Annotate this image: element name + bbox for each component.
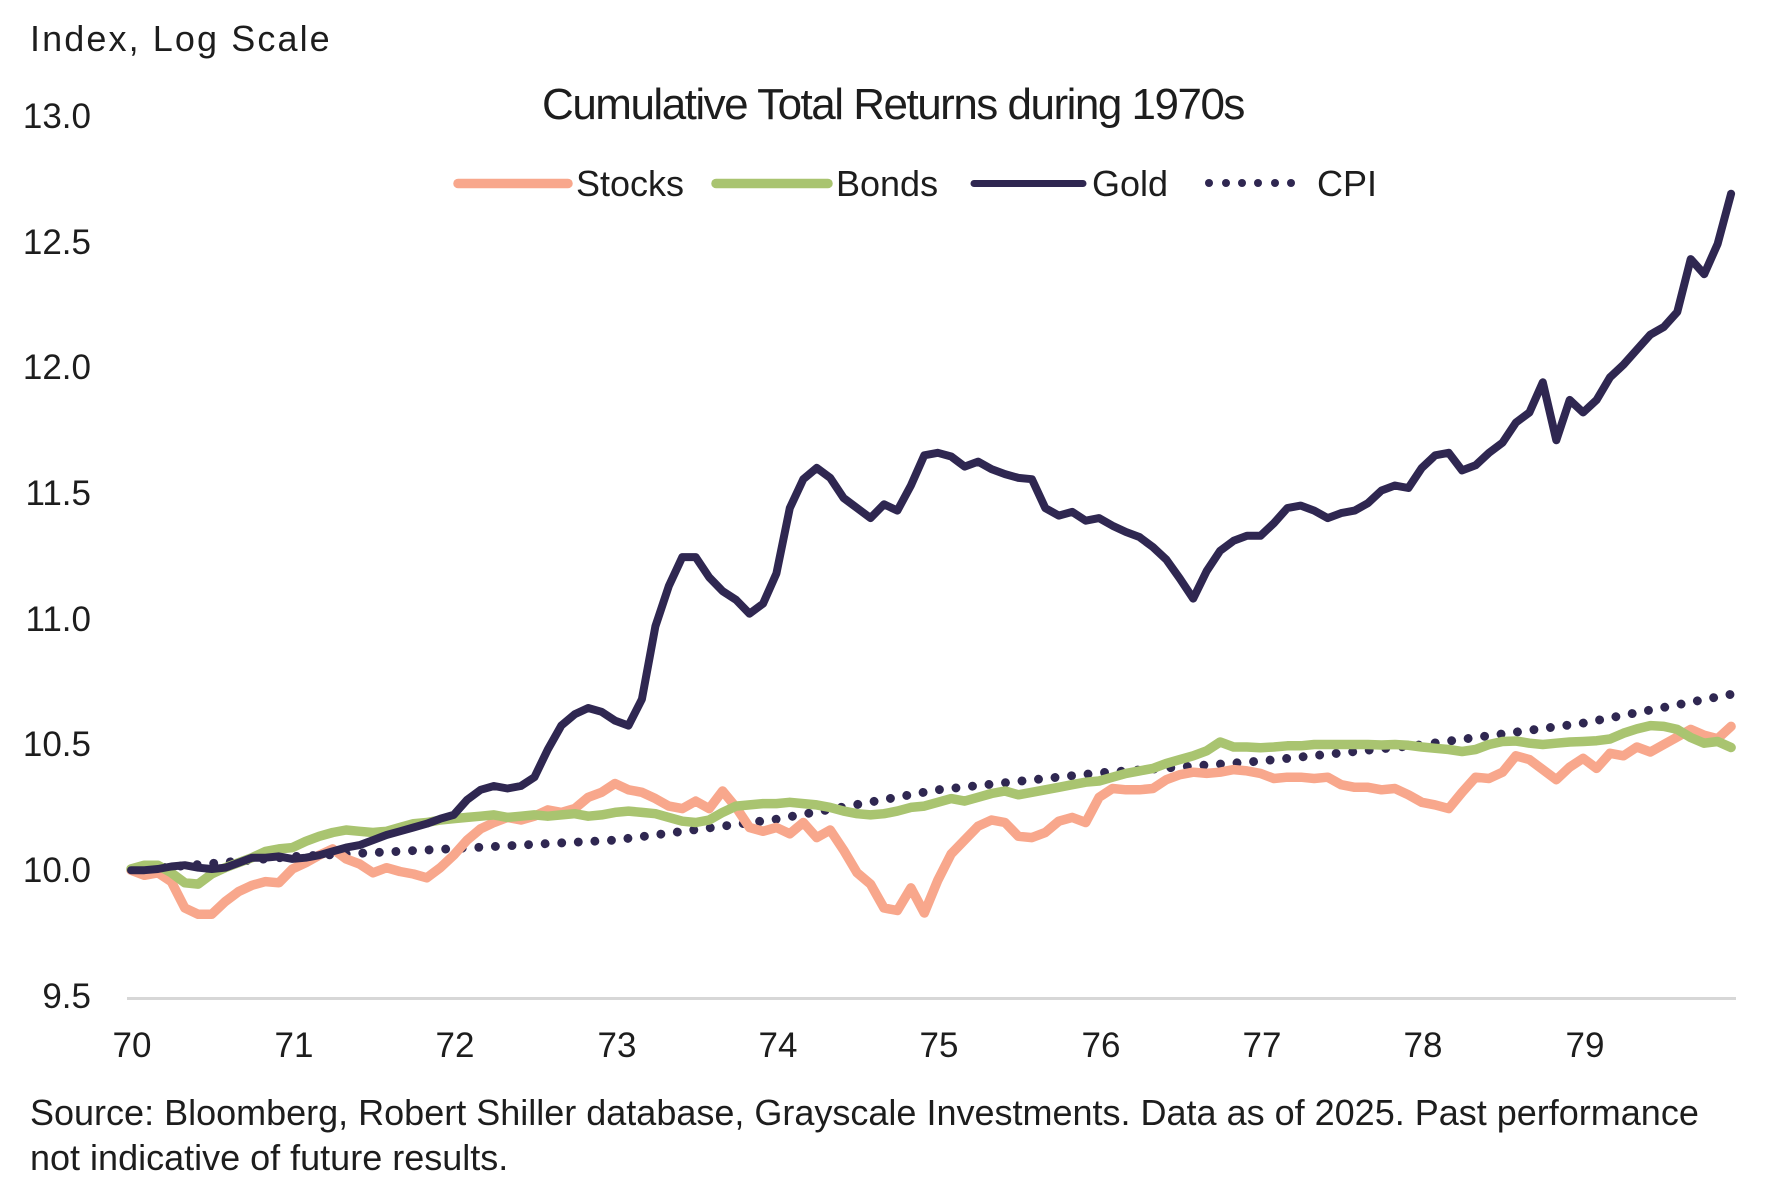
svg-text:CPI: CPI bbox=[1317, 163, 1377, 204]
svg-text:9.5: 9.5 bbox=[42, 977, 91, 1016]
svg-text:13.0: 13.0 bbox=[23, 97, 91, 136]
svg-text:77: 77 bbox=[1243, 1026, 1282, 1065]
svg-text:72: 72 bbox=[436, 1026, 475, 1065]
svg-text:75: 75 bbox=[920, 1026, 959, 1065]
svg-text:70: 70 bbox=[113, 1026, 152, 1065]
svg-text:79: 79 bbox=[1566, 1026, 1605, 1065]
svg-text:10.0: 10.0 bbox=[23, 851, 91, 890]
svg-text:12.0: 12.0 bbox=[23, 348, 91, 387]
svg-text:74: 74 bbox=[759, 1026, 798, 1065]
svg-text:Stocks: Stocks bbox=[576, 163, 684, 204]
svg-text:11.0: 11.0 bbox=[25, 600, 91, 639]
svg-text:Gold: Gold bbox=[1092, 163, 1168, 204]
svg-text:not indicative of future resul: not indicative of future results. bbox=[30, 1137, 508, 1178]
svg-text:71: 71 bbox=[275, 1026, 314, 1065]
svg-text:Bonds: Bonds bbox=[836, 163, 938, 204]
svg-text:Index, Log Scale: Index, Log Scale bbox=[30, 18, 332, 59]
svg-text:12.5: 12.5 bbox=[23, 223, 91, 262]
svg-text:76: 76 bbox=[1082, 1026, 1121, 1065]
svg-text:Source: Bloomberg, Robert Shil: Source: Bloomberg, Robert Shiller databa… bbox=[30, 1092, 1699, 1133]
svg-text:Cumulative Total Returns durin: Cumulative Total Returns during 1970s bbox=[542, 80, 1244, 129]
svg-text:73: 73 bbox=[598, 1026, 637, 1065]
svg-text:11.5: 11.5 bbox=[25, 474, 91, 513]
svg-text:78: 78 bbox=[1404, 1026, 1443, 1065]
svg-text:10.5: 10.5 bbox=[23, 725, 91, 764]
